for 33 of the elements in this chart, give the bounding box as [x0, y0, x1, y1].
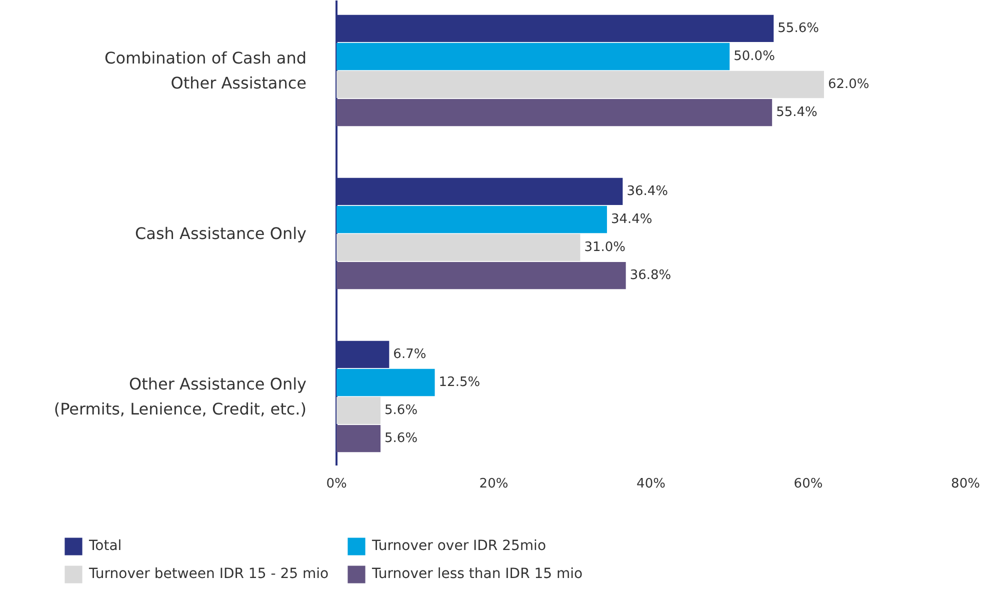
legend-label: Turnover between IDR 15 - 25 mio: [89, 566, 330, 582]
legend-label: Turnover over IDR 25mio: [372, 538, 548, 554]
y-tick-label: Combination of Cash and Other Assistance: [104, 48, 307, 92]
data-label: 55.4%: [776, 105, 818, 120]
bar: [336, 396, 381, 424]
data-label: 62.0%: [828, 77, 870, 92]
data-label: 36.4%: [626, 184, 668, 199]
bar: [336, 98, 772, 126]
bar: [336, 262, 626, 290]
y-tick-label: Other Assistance Only (Permits, Lenience, Credit, etc.): [54, 374, 307, 418]
data-label: 12.5%: [438, 374, 480, 390]
data-label: 5.6%: [384, 431, 418, 446]
data-label: 34.4%: [610, 212, 652, 227]
legend-label: Turnover less than IDR 15 mio: [372, 566, 584, 582]
x-tick-label: 40%: [636, 476, 666, 492]
y-tick-label: Cash Assistance Only: [134, 224, 306, 243]
bar: [336, 42, 730, 70]
bar: [336, 206, 607, 234]
bar: [336, 234, 580, 262]
bar: [336, 70, 824, 98]
data-label: 6.7%: [393, 346, 426, 362]
legend-label: Total: [89, 538, 123, 554]
data-label: 50.0%: [734, 48, 775, 64]
bar: [336, 424, 381, 452]
x-tick-label: 80%: [951, 476, 980, 492]
data-label: 31.0%: [584, 240, 626, 256]
x-tick-label: 0%: [326, 476, 347, 492]
data-label: 36.8%: [630, 268, 672, 284]
bar: [336, 368, 435, 396]
x-tick-label: 20%: [479, 476, 508, 492]
data-label: 55.6%: [778, 20, 819, 36]
x-tick-label: 60%: [794, 476, 823, 492]
data-label: 5.6%: [384, 403, 418, 418]
